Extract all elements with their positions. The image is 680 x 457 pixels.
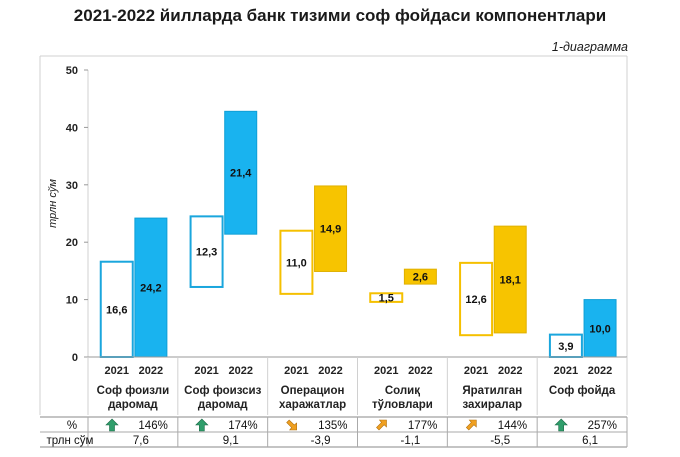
trend-arrow-icon xyxy=(554,418,568,432)
table-percent-cell: 257% xyxy=(588,420,617,432)
trend-arrow-icon xyxy=(105,418,119,432)
bar-value-label: 18,1 xyxy=(500,275,521,287)
bar-0-2022 xyxy=(134,217,168,358)
table-value-cell: 9,1 xyxy=(223,435,239,447)
bar-4-2021 xyxy=(459,261,494,337)
summary-table: % трлн сўм 146% 7,6 174% 9,1 135% -3,9 177% -1,1 1… xyxy=(40,416,628,448)
year-tick-label: 2021 xyxy=(464,365,488,377)
y-tick-label: 50 xyxy=(66,65,78,77)
year-tick-label: 2021 xyxy=(105,365,129,377)
bar-value-label: 11,0 xyxy=(286,257,307,269)
category-label: захиралар xyxy=(462,399,522,411)
table-percent-cell: 174% xyxy=(228,420,257,432)
bar-value-label: 24,2 xyxy=(140,283,161,295)
year-tick-label: 2021 xyxy=(284,365,308,377)
year-tick-label: 2022 xyxy=(498,365,522,377)
bar-1-2022 xyxy=(224,110,258,235)
arrow-up-right-icon xyxy=(376,419,387,431)
table-row-label-value: трлн сўм xyxy=(47,435,94,447)
bar-2-2021 xyxy=(279,229,314,295)
category-label: Солиқ xyxy=(385,385,420,397)
table-value-cell: 6,1 xyxy=(582,435,598,447)
category-label: даромад xyxy=(198,399,248,411)
bar-value-label: 3,9 xyxy=(558,341,573,353)
table-percent-cell: 135% xyxy=(318,420,347,432)
bar-3-2021 xyxy=(369,292,404,303)
category-label: Яратилган xyxy=(462,385,522,397)
year-tick-label: 2021 xyxy=(554,365,578,377)
year-tick-label: 2022 xyxy=(408,365,432,377)
y-tick-label: 30 xyxy=(66,180,78,192)
bar-value-label: 16,6 xyxy=(106,304,127,316)
table-row-label-percent: % xyxy=(67,420,77,432)
category-label: даромад xyxy=(108,399,158,411)
bar-2-2022 xyxy=(314,185,348,272)
table-value-cell: -3,9 xyxy=(311,435,331,447)
year-tick-label: 2021 xyxy=(374,365,398,377)
year-tick-label: 2022 xyxy=(318,365,342,377)
bar-0-2021 xyxy=(99,260,134,358)
arrow-up-icon xyxy=(195,418,209,432)
category-label: харажатлар xyxy=(279,399,346,411)
arrow-up-icon xyxy=(554,418,568,432)
category-label: тўловлари xyxy=(372,399,433,411)
table-value-cell: -1,1 xyxy=(401,435,421,447)
bar-value-label: 2,6 xyxy=(413,272,428,284)
y-axis-label: трлн сўм xyxy=(47,179,59,228)
bar-value-label: 1,5 xyxy=(379,293,394,305)
bar-4-2022 xyxy=(493,225,527,334)
y-tick-label: 10 xyxy=(66,295,78,307)
table-value-cell: -5,5 xyxy=(490,435,510,447)
table-percent-cell: 177% xyxy=(408,420,437,432)
trend-arrow-icon xyxy=(376,419,387,431)
bar-3-2022 xyxy=(403,268,437,285)
table-value-cell: 7,6 xyxy=(133,435,149,447)
trend-arrow-icon xyxy=(195,418,209,432)
bar-layer: 16,6 24,2 12,3 21,4 11,0 14,9 1,5 2,6 12,6 18,1 3,… xyxy=(99,110,617,359)
bar-value-label: 12,6 xyxy=(465,294,486,306)
category-label: Соф фоизли xyxy=(97,385,170,397)
bar-value-label: 10,0 xyxy=(589,323,610,335)
year-tick-label: 2021 xyxy=(194,365,218,377)
chart-subtitle: 1-диаграмма xyxy=(551,40,628,54)
chart-title: 2021-2022 йилларда банк тизими соф фойда… xyxy=(73,6,607,25)
trend-arrow-icon xyxy=(465,419,477,431)
year-tick-label: 2022 xyxy=(139,365,163,377)
bar-1-2021 xyxy=(189,215,224,288)
table-percent-cell: 144% xyxy=(498,420,527,432)
bar-value-label: 14,9 xyxy=(320,224,341,236)
category-label: Соф фоизсиз xyxy=(184,385,261,397)
grid-layer xyxy=(39,55,628,415)
y-tick-label: 0 xyxy=(72,352,78,364)
bar-value-label: 12,3 xyxy=(196,247,217,259)
bar-5-2022 xyxy=(583,299,617,358)
arrow-up-icon xyxy=(105,418,119,432)
category-label: Соф фойда xyxy=(549,385,616,397)
axis-layer: 0 10 20 30 40 50 трлн сўм 2021 2022 Соф фоизли дар… xyxy=(47,65,628,415)
year-tick-label: 2022 xyxy=(228,365,252,377)
table-percent-cell: 146% xyxy=(138,420,167,432)
category-label: Операцион xyxy=(281,385,345,397)
trend-arrow-icon xyxy=(286,419,297,431)
year-tick-label: 2022 xyxy=(588,365,612,377)
bar-value-label: 21,4 xyxy=(230,168,252,180)
y-tick-label: 40 xyxy=(66,122,78,134)
arrow-up-right-icon xyxy=(465,419,477,431)
y-tick-label: 20 xyxy=(66,237,78,249)
arrow-down-right-icon xyxy=(286,419,297,431)
